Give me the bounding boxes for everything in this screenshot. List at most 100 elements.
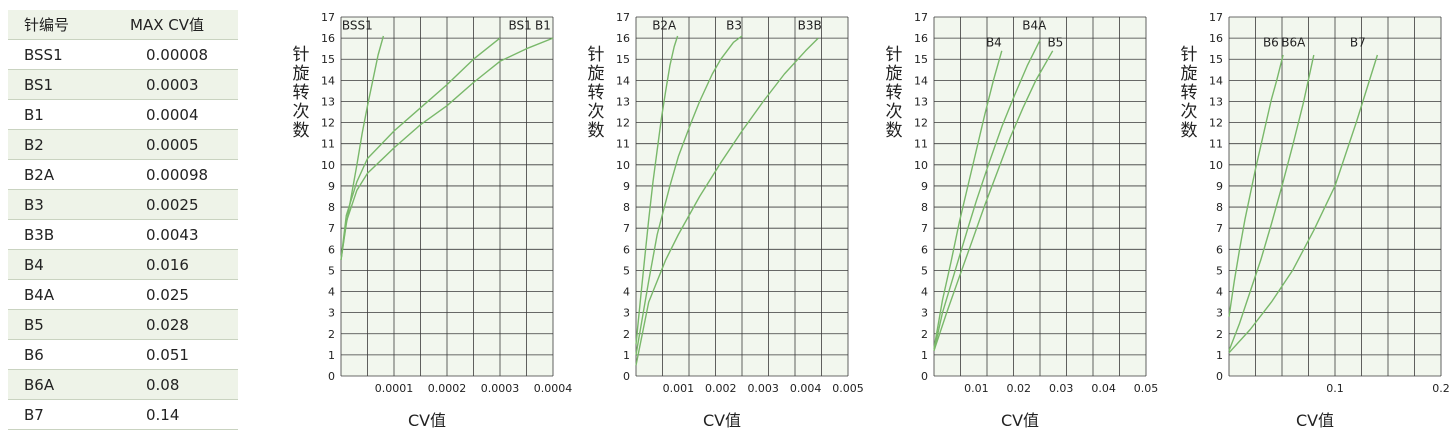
max-cv: 0.0025 xyxy=(124,189,238,220)
y-tick-label: 6 xyxy=(328,243,335,256)
y-tick-label: 3 xyxy=(1216,307,1223,320)
series-label: B2A xyxy=(652,19,677,33)
header-needle-id: 针编号 xyxy=(8,10,124,40)
table-header-row: 针编号 MAX CV值 xyxy=(8,10,238,40)
y-tick-label: 13 xyxy=(1209,95,1223,108)
needle-id: BSS1 xyxy=(8,39,124,70)
table-row: B7 0.14 xyxy=(8,399,238,430)
series-label: B4 xyxy=(986,36,1002,50)
y-tick-label: 11 xyxy=(914,138,928,151)
series-label: BS1 xyxy=(509,19,532,33)
y-tick-label: 5 xyxy=(623,264,630,277)
y-tick-label: 9 xyxy=(328,180,335,193)
table-row: B3 0.0025 xyxy=(8,189,238,220)
y-tick-label: 8 xyxy=(623,201,630,214)
y-axis-label: 针旋转次数 xyxy=(1181,45,1198,141)
y-tick-label: 4 xyxy=(1216,286,1223,299)
series-label: B1 xyxy=(535,19,551,33)
y-tick-label: 1 xyxy=(921,349,928,362)
needle-id: B2A xyxy=(8,159,124,190)
needle-id: B6 xyxy=(8,339,124,370)
series-label: B4A xyxy=(1022,19,1047,33)
table-row: B6 0.051 xyxy=(8,339,238,370)
max-cv: 0.051 xyxy=(124,339,238,370)
y-tick-label: 4 xyxy=(921,286,928,299)
y-tick-label: 16 xyxy=(616,32,630,45)
max-cv: 0.0004 xyxy=(124,99,238,130)
y-tick-label: 0 xyxy=(921,370,928,383)
x-axis-label: CV值 xyxy=(1001,411,1039,430)
max-cv: 0.0003 xyxy=(124,69,238,100)
x-tick-label: 0.01 xyxy=(964,382,989,395)
needle-id: B2 xyxy=(8,129,124,160)
series-line-b1 xyxy=(340,37,554,260)
needle-id: B4 xyxy=(8,249,124,280)
x-tick-label: 0.05 xyxy=(1134,382,1159,395)
y-tick-label: 3 xyxy=(921,307,928,320)
y-tick-label: 3 xyxy=(623,307,630,320)
y-axis-label: 针旋转次数 xyxy=(588,45,605,141)
y-tick-label: 13 xyxy=(321,95,335,108)
y-tick-label: 14 xyxy=(321,74,335,87)
y-tick-label: 5 xyxy=(921,264,928,277)
y-tick-label: 17 xyxy=(914,11,928,24)
table-row: B6A 0.08 xyxy=(8,369,238,400)
needle-id: B1 xyxy=(8,99,124,130)
y-tick-label: 6 xyxy=(623,243,630,256)
series-line-bss1 xyxy=(340,35,385,261)
y-tick-label: 9 xyxy=(921,180,928,193)
y-tick-label: 8 xyxy=(1216,201,1223,214)
x-tick-label: 0.001 xyxy=(663,382,695,395)
y-tick-label: 11 xyxy=(616,138,630,151)
series-line-b4a xyxy=(933,39,1041,351)
y-tick-label: 7 xyxy=(623,222,630,235)
series-label: B3B xyxy=(798,19,822,33)
max-cv: 0.00098 xyxy=(124,159,238,190)
y-tick-label: 13 xyxy=(616,95,630,108)
table-row: B2 0.0005 xyxy=(8,129,238,160)
y-tick-label: 17 xyxy=(616,11,630,24)
series-line-b4 xyxy=(933,50,1003,349)
series-line-b2a xyxy=(635,35,679,345)
y-tick-label: 14 xyxy=(616,74,630,87)
y-tick-label: 8 xyxy=(921,201,928,214)
y-tick-label: 2 xyxy=(1216,328,1223,341)
y-tick-label: 16 xyxy=(1209,32,1223,45)
max-cv: 0.00008 xyxy=(124,39,238,70)
y-tick-label: 10 xyxy=(616,159,630,172)
x-tick-label: 0.03 xyxy=(1049,382,1074,395)
y-tick-label: 0 xyxy=(1216,370,1223,383)
y-tick-label: 5 xyxy=(328,264,335,277)
table-row: B2A 0.00098 xyxy=(8,159,238,190)
table-row: B3B 0.0043 xyxy=(8,219,238,250)
y-tick-label: 15 xyxy=(321,53,335,66)
needle-id: B5 xyxy=(8,309,124,340)
x-tick-label: 0.0003 xyxy=(481,382,520,395)
series-line-b7 xyxy=(1228,54,1379,354)
y-tick-label: 7 xyxy=(328,222,335,235)
y-tick-label: 5 xyxy=(1216,264,1223,277)
x-tick-label: 0.002 xyxy=(705,382,737,395)
needle-id: B3 xyxy=(8,189,124,220)
series-line-b3 xyxy=(635,35,743,356)
series-label: B7 xyxy=(1350,36,1366,50)
max-cv: 0.0005 xyxy=(124,129,238,160)
y-tick-label: 12 xyxy=(1209,117,1223,130)
y-tick-label: 7 xyxy=(1216,222,1223,235)
max-cv: 0.016 xyxy=(124,249,238,280)
y-tick-label: 2 xyxy=(623,328,630,341)
x-tick-label: 0.1 xyxy=(1326,382,1344,395)
y-tick-label: 0 xyxy=(623,370,630,383)
y-tick-label: 0 xyxy=(328,370,335,383)
x-tick-label: 0.005 xyxy=(832,382,864,395)
y-tick-label: 11 xyxy=(321,138,335,151)
y-tick-label: 10 xyxy=(1209,159,1223,172)
needle-id: BS1 xyxy=(8,69,124,100)
cv-table: 针编号 MAX CV值 BSS1 0.00008 BS1 0.0003 B1 0.00… xyxy=(8,10,238,430)
y-tick-label: 12 xyxy=(914,117,928,130)
series-label: B5 xyxy=(1047,36,1063,50)
y-tick-label: 17 xyxy=(1209,11,1223,24)
